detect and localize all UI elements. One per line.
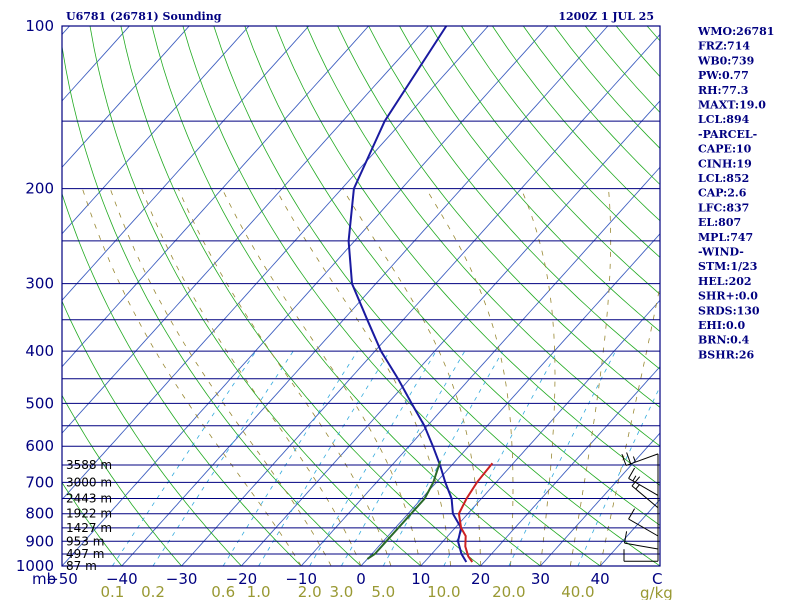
pressure-tick-label: 900	[25, 532, 54, 550]
index-item: CAPE:10	[698, 143, 752, 156]
temperature-tick-label: 40	[591, 570, 610, 588]
temperature-tick-label: −40	[106, 570, 138, 588]
wind-barb	[624, 531, 659, 550]
pressure-tick-label: 700	[25, 473, 54, 491]
pressure-tick-label: 300	[25, 275, 54, 293]
mixing-ratio-tick-label: 20.0	[492, 583, 525, 600]
height-label: 953 m	[66, 534, 104, 548]
wind-barb	[628, 508, 659, 537]
index-item: PW:0.77	[698, 69, 749, 82]
moist-adiabat-line	[221, 188, 422, 566]
height-label: 2443 m	[66, 492, 112, 506]
index-item: BSHR:26	[698, 348, 754, 361]
parcel-profile-line	[457, 462, 494, 563]
mixing-ratio-tick-label: 1.0	[247, 583, 271, 600]
height-label: 497 m	[66, 547, 104, 561]
sounding-series	[347, 25, 494, 563]
index-item: STM:1/23	[698, 260, 757, 273]
mixing-ratio-tick-label: 10.0	[427, 583, 460, 600]
index-item: FRZ:714	[698, 40, 750, 53]
index-item: BRN:0.4	[698, 334, 750, 347]
temperature-tick-label: 30	[531, 570, 550, 588]
wind-barbs	[621, 452, 659, 562]
chart-title: U6781 (26781) Sounding	[66, 10, 222, 23]
index-item: SHR+:0.0	[698, 290, 758, 303]
pressure-tick-label: 200	[25, 180, 54, 198]
c-label: C	[652, 570, 662, 588]
mb-label: mb	[32, 570, 56, 588]
index-item: -WIND-	[698, 246, 744, 259]
temperature-tick-label: 20	[471, 570, 490, 588]
pressure-tick-label: 800	[25, 505, 54, 523]
temperature-tick-label: 0	[356, 570, 366, 588]
plot-frame	[61, 25, 661, 567]
chart-time: 1200Z 1 JUL 25	[558, 10, 654, 23]
mixing-ratio-tick-label: 0.2	[141, 583, 165, 600]
index-item: WB0:739	[697, 54, 754, 67]
moist-adiabat-line	[141, 188, 362, 566]
index-item: LCL:894	[698, 113, 750, 126]
mixing-ratio-tick-label: 40.0	[561, 583, 594, 600]
temperature-tick-label: −50	[46, 570, 78, 588]
mixing-ratio-tick-label: 0.6	[211, 583, 235, 600]
height-label: 1922 m	[66, 507, 112, 521]
index-item: -PARCEL-	[698, 128, 757, 141]
index-item: LCL:852	[698, 172, 749, 185]
temperature-tick-label: −20	[226, 570, 258, 588]
mixing-ratio-tick-labels: 0.1 0.2 0.6 1.0 2.0 3.0 5.0 10.0 20.0 40.0	[100, 583, 594, 600]
pressure-tick-labels: 100 200 300 400 500 600 700 800 900 1000	[16, 17, 54, 575]
height-label: 3000 m	[66, 475, 112, 489]
wind-barb	[628, 467, 659, 496]
mixing-ratio-tick-label: 2.0	[298, 583, 322, 600]
index-item: WMO:26781	[697, 25, 774, 38]
temperature-tick-label: −30	[166, 570, 198, 588]
isobars	[62, 25, 660, 567]
pressure-tick-label: 500	[25, 394, 54, 412]
index-item: RH:77.3	[698, 84, 748, 97]
pressure-tick-label: 600	[25, 437, 54, 455]
index-item: CINH:19	[698, 157, 752, 170]
index-item: LFC:837	[698, 201, 749, 214]
index-item: MAXT:19.0	[698, 99, 766, 112]
temperature-tick-label: 10	[411, 570, 430, 588]
index-item: EL:807	[698, 216, 741, 229]
temperature-tick-labels: −50 −40 −30 −20 −10 0 10 20 30 40	[46, 570, 610, 588]
index-item: HEL:202	[698, 275, 752, 288]
mixing-ratio-tick-label: 3.0	[329, 583, 353, 600]
mixing-ratio-tick-label: 0.1	[100, 583, 124, 600]
index-item: CAP:2.6	[698, 187, 747, 200]
index-item: SRDS:130	[698, 304, 760, 317]
index-item: MPL:747	[698, 231, 753, 244]
height-label: 87 m	[66, 559, 97, 573]
index-item: EHI:0.0	[698, 319, 745, 332]
pressure-tick-label: 100	[25, 17, 54, 35]
height-label: 1427 m	[66, 521, 112, 535]
mixing-ratio-unit: g/kg	[640, 584, 673, 600]
wind-barb	[621, 452, 659, 466]
pressure-tick-label: 400	[25, 342, 54, 360]
dewpoint-profile-line	[366, 460, 442, 560]
pressure-tick-label: 1000	[16, 557, 54, 575]
wind-barb	[631, 476, 659, 509]
height-label: 3588 m	[66, 458, 112, 472]
mixing-ratio-tick-label: 5.0	[371, 583, 395, 600]
temperature-tick-label: −10	[285, 570, 317, 588]
wind-barb	[623, 549, 658, 562]
moist-adiabat-line	[109, 188, 332, 566]
